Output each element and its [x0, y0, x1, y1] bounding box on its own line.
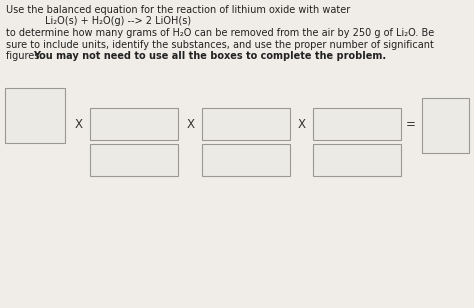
- Bar: [202, 144, 290, 176]
- Text: You may not need to use all the boxes to complete the problem.: You may not need to use all the boxes to…: [33, 51, 386, 61]
- Text: Li₂O(s) + H₂O(g) --> 2 LiOH(s): Li₂O(s) + H₂O(g) --> 2 LiOH(s): [45, 17, 191, 26]
- Bar: [90, 108, 178, 140]
- Bar: [313, 144, 401, 176]
- Text: Use the balanced equation for the reaction of lithium oxide with water: Use the balanced equation for the reacti…: [6, 5, 350, 15]
- Text: X: X: [75, 119, 83, 132]
- Text: X: X: [187, 119, 195, 132]
- Bar: [5, 88, 65, 143]
- Bar: [90, 144, 178, 176]
- Bar: [202, 108, 290, 140]
- Bar: [422, 98, 469, 153]
- Text: figures.: figures.: [6, 51, 46, 61]
- Text: sure to include units, identify the substances, and use the proper number of sig: sure to include units, identify the subs…: [6, 39, 434, 50]
- Bar: [313, 108, 401, 140]
- Text: X: X: [298, 119, 306, 132]
- Text: to determine how many grams of H₂O can be removed from the air by 250 g of Li₂O.: to determine how many grams of H₂O can b…: [6, 28, 434, 38]
- Text: =: =: [406, 119, 416, 132]
